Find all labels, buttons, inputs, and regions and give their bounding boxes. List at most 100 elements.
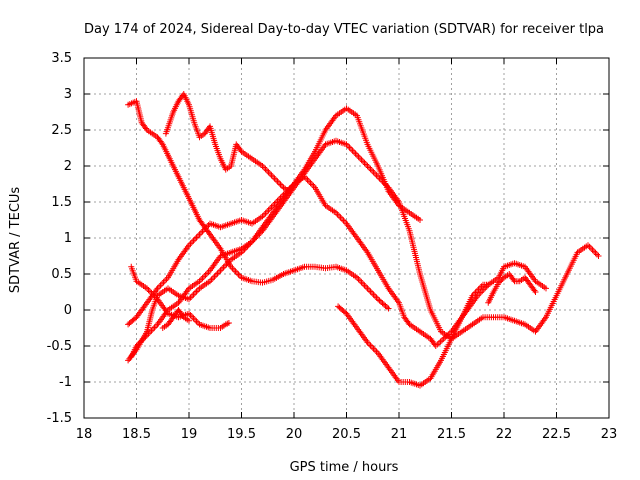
- data-point: [360, 158, 366, 165]
- x-tick-label: 18: [76, 427, 93, 442]
- x-tick-label: 18.5: [122, 427, 151, 442]
- data-point: [342, 219, 348, 226]
- data-point: [348, 146, 354, 153]
- data-point: [219, 265, 225, 272]
- data-point: [159, 280, 165, 287]
- data-point: [366, 164, 372, 171]
- y-tick-label: 1.5: [51, 195, 72, 210]
- data-point: [357, 155, 363, 162]
- x-tick-label: 22: [496, 427, 513, 442]
- data-point: [279, 183, 285, 190]
- data-point: [498, 277, 505, 284]
- data-point: [497, 278, 504, 285]
- data-point: [375, 296, 381, 303]
- data-point: [193, 318, 200, 325]
- data-point: [594, 251, 600, 258]
- data-point: [485, 281, 492, 288]
- grid: [84, 58, 609, 418]
- data-point: [363, 161, 369, 168]
- data-point: [379, 300, 386, 307]
- series-arc6: [128, 263, 232, 331]
- data-point: [367, 166, 374, 173]
- data-point: [342, 309, 349, 316]
- data-point: [267, 170, 273, 177]
- data-point: [306, 178, 312, 185]
- data-point: [199, 275, 206, 282]
- y-tick-label: -1: [59, 375, 72, 390]
- data-point: [192, 236, 198, 243]
- y-tick-label: 3.5: [51, 51, 72, 66]
- data-point: [589, 246, 596, 253]
- data-point: [179, 312, 186, 319]
- data-point: [364, 285, 371, 292]
- series-arc4: [128, 105, 423, 360]
- data-point: [361, 159, 368, 166]
- data-point: [145, 286, 152, 293]
- data-point: [385, 305, 392, 312]
- x-tick-label: 21: [391, 427, 408, 442]
- data-point: [192, 316, 198, 323]
- data-point: [220, 264, 227, 271]
- data-point: [190, 291, 197, 298]
- data-point: [198, 229, 204, 236]
- data-point: [355, 153, 362, 160]
- y-tick-label: -0.5: [47, 339, 72, 354]
- data-point: [201, 273, 207, 280]
- data-point: [367, 342, 374, 349]
- y-axis-label: SDTVAR / TECUs: [8, 187, 23, 294]
- series-arc5: [162, 91, 297, 195]
- data-point: [193, 234, 200, 241]
- y-tick-label: 3: [64, 87, 72, 102]
- x-tick-label: 21.5: [437, 427, 466, 442]
- data-point: [360, 280, 366, 287]
- y-tick-label: -1.5: [47, 411, 72, 426]
- y-tick-label: 2.5: [51, 123, 72, 138]
- data-point: [276, 179, 282, 186]
- data-point: [370, 169, 377, 176]
- data-point: [346, 144, 353, 151]
- data-point: [261, 211, 267, 218]
- data-point: [277, 181, 284, 188]
- series-arc7: [159, 307, 192, 331]
- data-point: [237, 147, 244, 154]
- data-point: [531, 287, 538, 294]
- data-point: [274, 178, 281, 185]
- data-point: [339, 215, 345, 222]
- data-point: [289, 182, 296, 189]
- data-point: [372, 170, 378, 177]
- data-point: [434, 341, 441, 348]
- data-point: [364, 163, 371, 169]
- data-point: [361, 282, 368, 289]
- data-points: [125, 91, 602, 389]
- data-point: [158, 139, 165, 146]
- data-point: [499, 275, 506, 282]
- data-point: [217, 267, 224, 274]
- data-point: [366, 340, 372, 347]
- data-point: [437, 338, 444, 345]
- data-point: [337, 214, 344, 221]
- data-point: [214, 270, 221, 277]
- y-tick-label: 0: [64, 303, 72, 318]
- x-tick-label: 19: [181, 427, 198, 442]
- data-point: [369, 344, 375, 351]
- data-point: [367, 288, 374, 295]
- data-point: [208, 276, 215, 283]
- x-tick-label: 20.5: [332, 427, 361, 442]
- data-point: [354, 152, 360, 159]
- data-point: [592, 249, 599, 256]
- data-point: [351, 149, 357, 156]
- x-axis-label: GPS time / hours: [290, 460, 399, 475]
- data-point: [381, 301, 387, 308]
- y-tick-label: 1: [64, 231, 72, 246]
- data-point: [187, 294, 194, 301]
- data-point: [376, 297, 383, 304]
- x-tick-label: 23: [601, 427, 618, 442]
- data-point: [153, 322, 159, 329]
- data-point: [142, 125, 149, 132]
- data-point: [357, 277, 363, 284]
- data-point: [373, 172, 380, 179]
- data-point: [384, 304, 390, 311]
- x-tick-label: 22.5: [542, 427, 571, 442]
- data-point: [439, 337, 446, 344]
- data-point: [162, 277, 168, 284]
